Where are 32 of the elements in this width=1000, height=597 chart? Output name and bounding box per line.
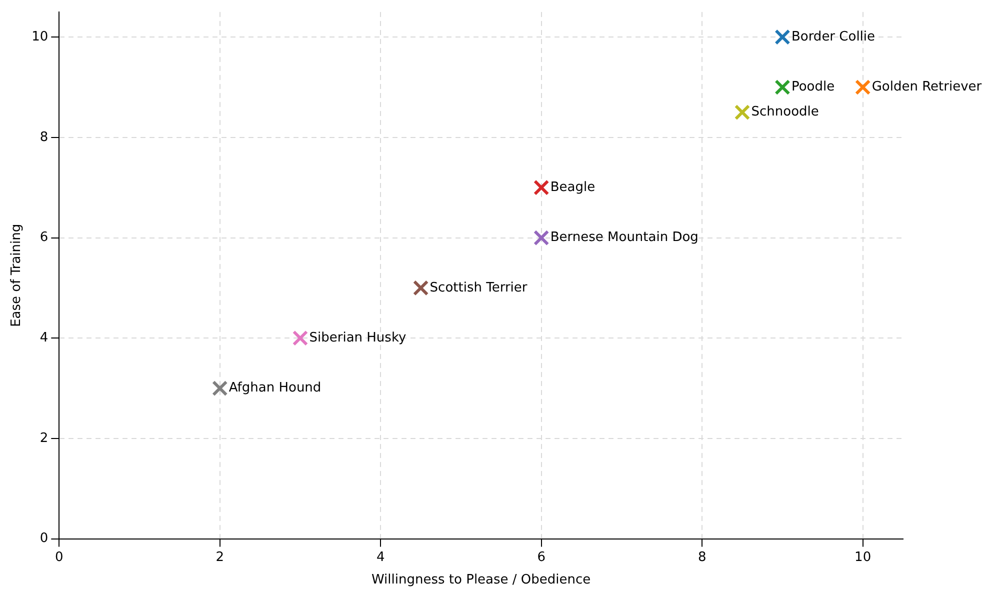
series-label: Beagle: [550, 180, 596, 195]
series-label: Poodle: [791, 80, 835, 95]
x-tick-label: 6: [537, 550, 546, 565]
point: [292, 330, 308, 346]
point: [734, 104, 750, 120]
x-tick-label: 0: [55, 550, 64, 565]
point: [533, 180, 550, 196]
point: [854, 79, 871, 96]
point: [774, 29, 790, 45]
series-label: Bernese Mountain Dog: [550, 230, 698, 246]
y-tick-label: 2: [40, 430, 48, 446]
x-tick-label: 4: [376, 550, 385, 565]
x-tick-label: 10: [854, 550, 872, 565]
series-label: Scottish Terrier: [430, 280, 528, 296]
point: [412, 280, 429, 296]
series-label: Schnoodle: [751, 104, 819, 120]
y-tick-label: 6: [40, 230, 48, 246]
y-tick-label: 10: [32, 29, 48, 44]
series-label: Siberian Husky: [309, 330, 407, 346]
y-tick-label: 4: [40, 330, 48, 346]
point: [774, 79, 790, 96]
y-tick-label: 0: [40, 531, 48, 546]
point: [212, 380, 228, 396]
y-tick-label: 8: [40, 130, 48, 145]
x-tick-label: 2: [216, 550, 224, 565]
y-axis-title: Ease of Training: [9, 224, 24, 327]
x-axis-title: Willingness to Please / Obedience: [371, 572, 591, 588]
point: [533, 230, 550, 246]
series-label: Border Collie: [791, 29, 876, 44]
x-tick-label: 8: [698, 550, 706, 565]
series-label: Golden Retriever: [872, 80, 982, 95]
series-label: Afghan Hound: [228, 380, 322, 396]
